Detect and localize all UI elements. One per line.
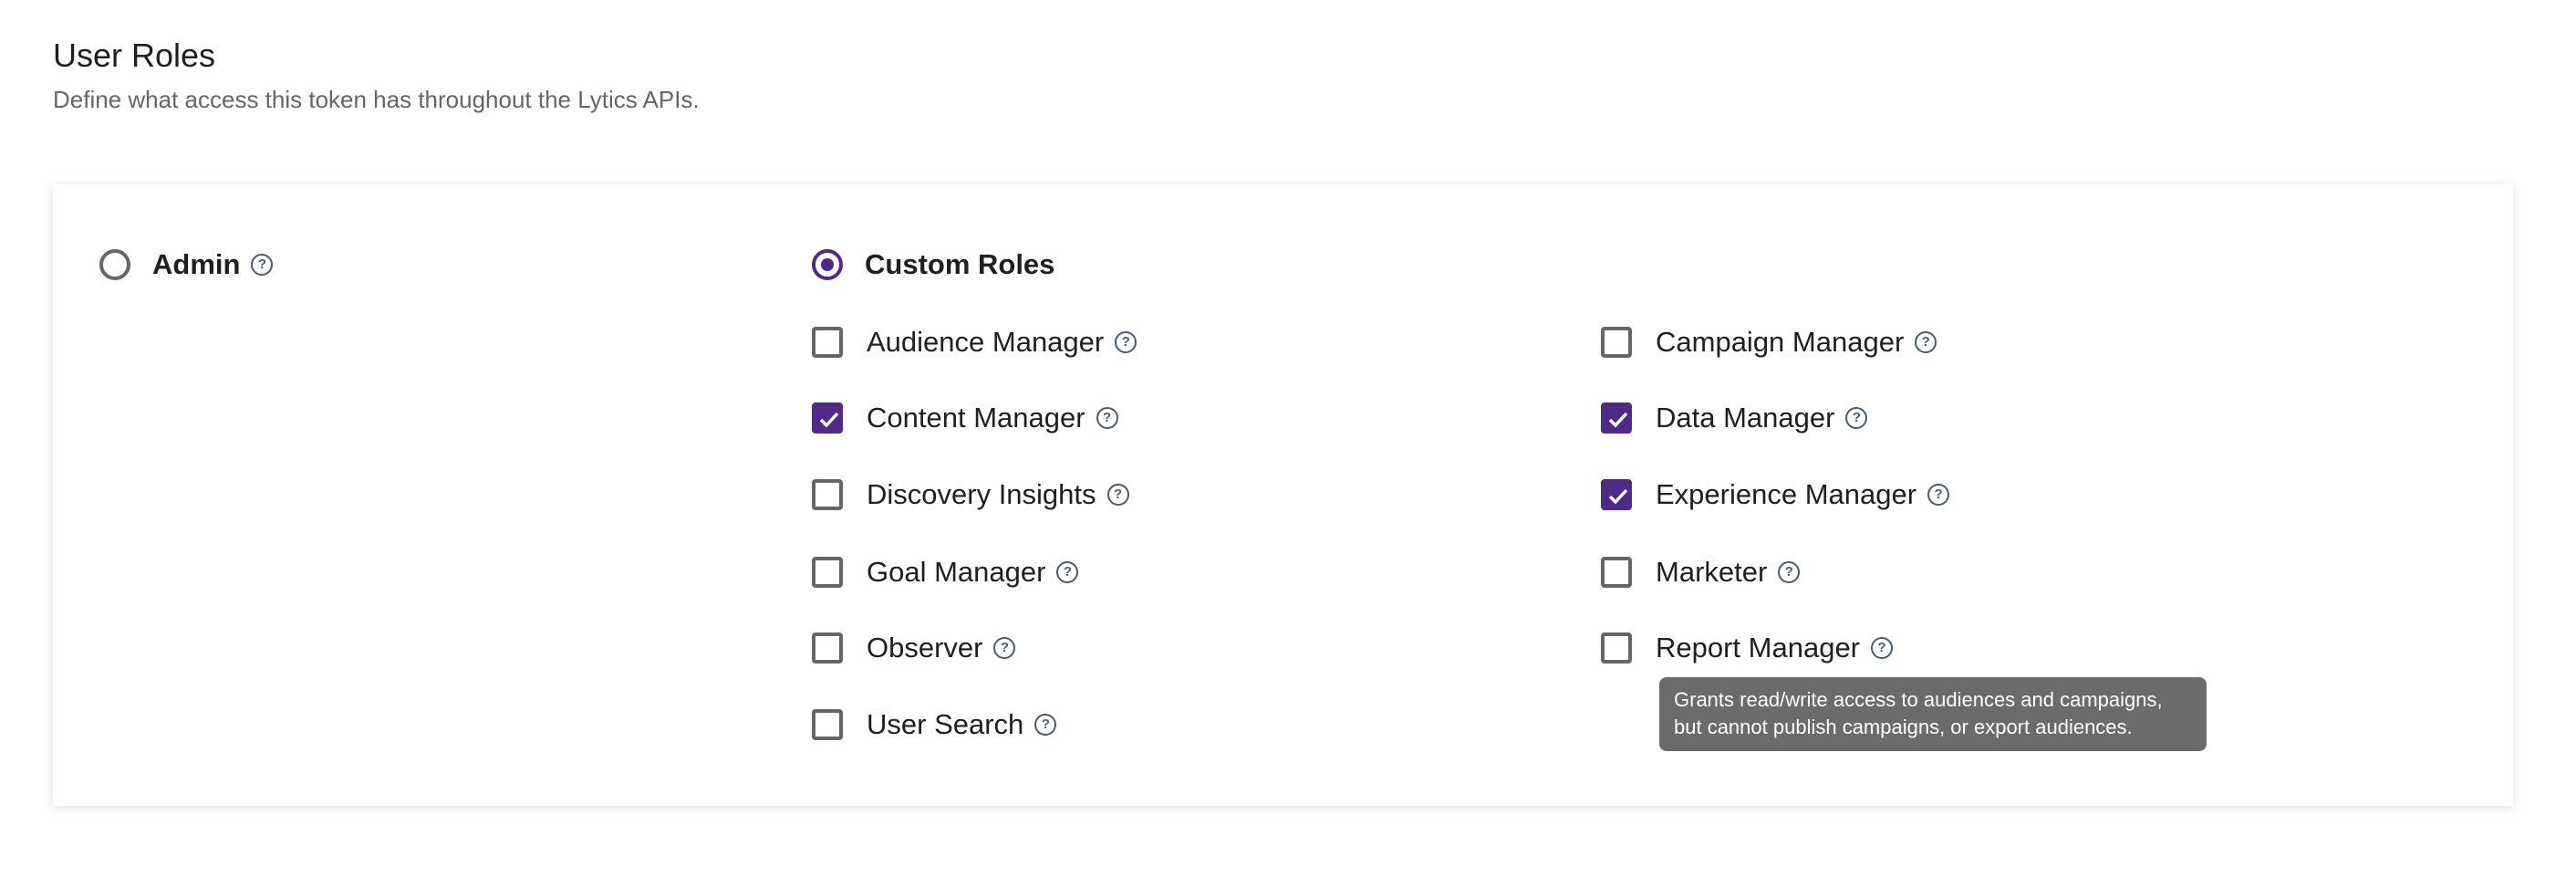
help-icon[interactable]: ? (1096, 407, 1118, 429)
help-icon[interactable]: ? (1915, 331, 1937, 353)
help-icon[interactable]: ? (1927, 484, 1950, 506)
tooltip-line-2: but cannot publish campaigns, or export … (1674, 716, 2133, 738)
help-icon[interactable]: ? (1778, 561, 1801, 583)
section-subtitle: Define what access this token has throug… (53, 86, 700, 113)
role-checkbox[interactable] (1601, 632, 1632, 664)
custom-roles-radio[interactable] (812, 249, 843, 280)
role-checkbox[interactable] (812, 557, 843, 588)
role-checkbox[interactable] (1601, 327, 1632, 358)
custom-roles-radio-option[interactable]: Custom Roles (812, 245, 1054, 285)
check-icon (1608, 412, 1628, 428)
role-checkbox[interactable] (812, 632, 843, 664)
role-option-data-manager[interactable]: Data Manager? (1601, 398, 1868, 438)
admin-label: Admin (152, 248, 241, 280)
role-checkbox[interactable] (812, 709, 843, 740)
role-option-observer[interactable]: Observer? (812, 628, 1016, 668)
role-tooltip: Grants read/write access to audiences an… (1659, 677, 2207, 751)
help-icon[interactable]: ? (1845, 407, 1868, 429)
help-icon[interactable]: ? (1115, 331, 1137, 353)
role-option-report-manager[interactable]: Report Manager? (1601, 628, 1894, 668)
role-option-audience-manager[interactable]: Audience Manager? (812, 322, 1137, 362)
role-checkbox[interactable] (812, 479, 843, 510)
role-label: Audience Manager (867, 326, 1105, 358)
role-checkbox[interactable] (1601, 402, 1632, 434)
role-label: Content Manager (867, 402, 1085, 434)
role-checkbox[interactable] (1601, 557, 1632, 588)
tooltip-line-1: Grants read/write access to audiences an… (1674, 688, 2163, 711)
role-checkbox[interactable] (812, 402, 843, 434)
role-label: Goal Manager (867, 556, 1046, 588)
help-icon[interactable]: ? (1034, 714, 1057, 736)
role-option-campaign-manager[interactable]: Campaign Manager? (1601, 322, 1937, 362)
help-icon[interactable]: ? (1871, 637, 1894, 659)
role-option-marketer[interactable]: Marketer? (1601, 552, 1801, 592)
help-icon[interactable]: ? (1106, 484, 1129, 506)
section-title: User Roles (53, 37, 216, 74)
role-label: Marketer (1656, 556, 1768, 588)
admin-radio[interactable] (99, 249, 130, 280)
role-label: User Search (867, 708, 1024, 740)
role-label: Discovery Insights (867, 478, 1096, 510)
role-checkbox[interactable] (1601, 479, 1632, 510)
role-label: Campaign Manager (1656, 326, 1905, 358)
help-icon[interactable]: ? (251, 254, 274, 276)
role-option-goal-manager[interactable]: Goal Manager? (812, 552, 1079, 592)
help-icon[interactable]: ? (1056, 561, 1079, 583)
help-icon[interactable]: ? (993, 637, 1016, 659)
role-option-experience-manager[interactable]: Experience Manager? (1601, 475, 1950, 515)
role-label: Report Manager (1656, 632, 1861, 664)
check-icon (1608, 488, 1628, 505)
admin-radio-option[interactable]: Admin ? (99, 245, 274, 285)
role-checkbox[interactable] (812, 327, 843, 358)
role-option-discovery-insights[interactable]: Discovery Insights? (812, 475, 1129, 515)
role-option-user-search[interactable]: User Search? (812, 705, 1057, 745)
role-label: Experience Manager (1656, 478, 1917, 510)
role-label: Data Manager (1656, 402, 1835, 434)
role-option-content-manager[interactable]: Content Manager? (812, 398, 1118, 438)
custom-roles-label: Custom Roles (865, 248, 1055, 280)
role-label: Observer (867, 632, 983, 664)
check-icon (819, 412, 839, 428)
